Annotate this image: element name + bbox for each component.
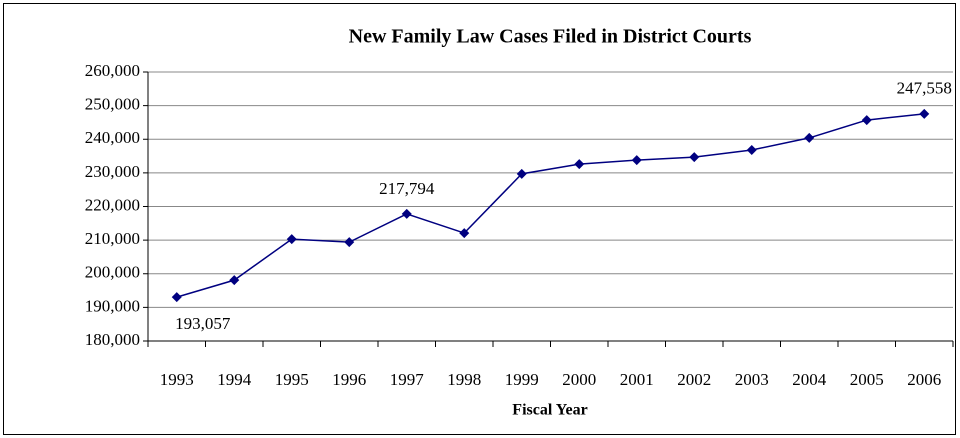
y-tick-label: 260,000 bbox=[85, 61, 140, 80]
x-tick-label: 2004 bbox=[792, 370, 827, 389]
line bbox=[176, 113, 925, 298]
marker bbox=[171, 292, 182, 303]
y-tick-label: 250,000 bbox=[85, 95, 140, 114]
marker bbox=[459, 228, 470, 239]
x-tick-label: 1995 bbox=[275, 370, 309, 389]
y-tick-label: 210,000 bbox=[85, 229, 140, 248]
x-tick-label: 2001 bbox=[620, 370, 654, 389]
x-tick-label: 2006 bbox=[907, 370, 941, 389]
x-tick-label: 2000 bbox=[562, 370, 596, 389]
marker bbox=[574, 159, 585, 170]
x-tick-label: 2003 bbox=[735, 370, 769, 389]
x-tick-label: 1998 bbox=[447, 370, 481, 389]
x-tick-label: 1994 bbox=[217, 370, 252, 389]
y-tick-label: 240,000 bbox=[85, 128, 140, 147]
marker bbox=[746, 145, 757, 156]
marker bbox=[861, 115, 872, 126]
marker bbox=[919, 108, 930, 119]
x-tick-label: 2005 bbox=[850, 370, 884, 389]
y-tick-label: 190,000 bbox=[85, 296, 140, 315]
marker bbox=[344, 237, 355, 248]
data-label: 247,558 bbox=[897, 79, 952, 98]
y-tick-label: 200,000 bbox=[85, 263, 140, 282]
x-axis-title: Fiscal Year bbox=[512, 402, 587, 419]
x-tick-label: 1999 bbox=[505, 370, 539, 389]
x-tick-label: 1993 bbox=[160, 370, 194, 389]
marker bbox=[229, 275, 240, 286]
chart-title: New Family Law Cases Filed in District C… bbox=[349, 26, 752, 48]
marker bbox=[286, 234, 297, 245]
marker bbox=[689, 152, 700, 163]
data-label: 217,794 bbox=[379, 179, 435, 198]
marker bbox=[516, 168, 527, 179]
data-label: 193,057 bbox=[175, 314, 231, 333]
y-tick-label: 220,000 bbox=[85, 195, 140, 214]
x-tick-label: 2002 bbox=[677, 370, 711, 389]
y-tick-label: 180,000 bbox=[85, 330, 140, 349]
marker bbox=[401, 208, 412, 219]
x-tick-label: 1996 bbox=[332, 370, 366, 389]
marker bbox=[804, 132, 815, 143]
y-tick-label: 230,000 bbox=[85, 162, 140, 181]
marker bbox=[631, 155, 642, 166]
chart-border bbox=[3, 3, 956, 435]
x-tick-label: 1997 bbox=[390, 370, 425, 389]
